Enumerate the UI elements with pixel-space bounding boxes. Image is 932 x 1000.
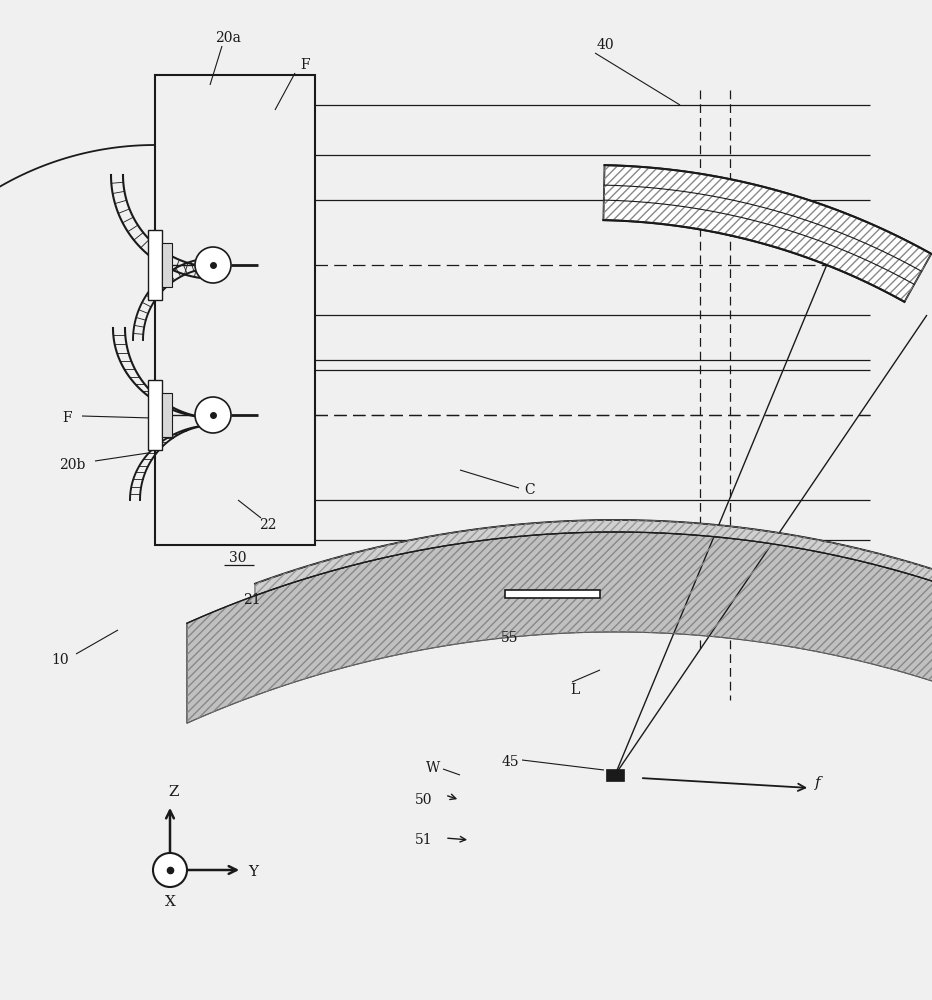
Bar xyxy=(162,393,172,437)
Bar xyxy=(505,590,600,598)
Text: W: W xyxy=(426,761,440,775)
Circle shape xyxy=(195,247,231,283)
Text: C: C xyxy=(525,483,535,497)
Text: 45: 45 xyxy=(501,755,519,769)
Text: F: F xyxy=(62,411,72,425)
Text: f: f xyxy=(816,776,821,790)
Text: Z: Z xyxy=(169,785,179,799)
Bar xyxy=(155,75,315,545)
Text: 21: 21 xyxy=(243,593,261,607)
Text: 50: 50 xyxy=(415,793,432,807)
Bar xyxy=(606,769,624,781)
Text: 10: 10 xyxy=(51,653,69,667)
Text: 40: 40 xyxy=(596,38,614,52)
Bar xyxy=(148,380,162,450)
Text: 30: 30 xyxy=(229,551,247,565)
Text: F: F xyxy=(300,58,309,72)
Text: 55: 55 xyxy=(501,631,519,645)
Circle shape xyxy=(153,853,187,887)
Text: Y: Y xyxy=(248,865,258,879)
Polygon shape xyxy=(186,532,932,723)
Circle shape xyxy=(195,397,231,433)
Text: X: X xyxy=(165,895,175,909)
Polygon shape xyxy=(603,165,931,302)
Text: 22: 22 xyxy=(259,518,277,532)
Polygon shape xyxy=(255,520,932,596)
Text: 51: 51 xyxy=(415,833,432,847)
Text: 20a: 20a xyxy=(215,31,241,45)
Text: 20b: 20b xyxy=(59,458,85,472)
Bar xyxy=(162,243,172,287)
Bar xyxy=(148,230,162,300)
Text: L: L xyxy=(570,683,580,697)
